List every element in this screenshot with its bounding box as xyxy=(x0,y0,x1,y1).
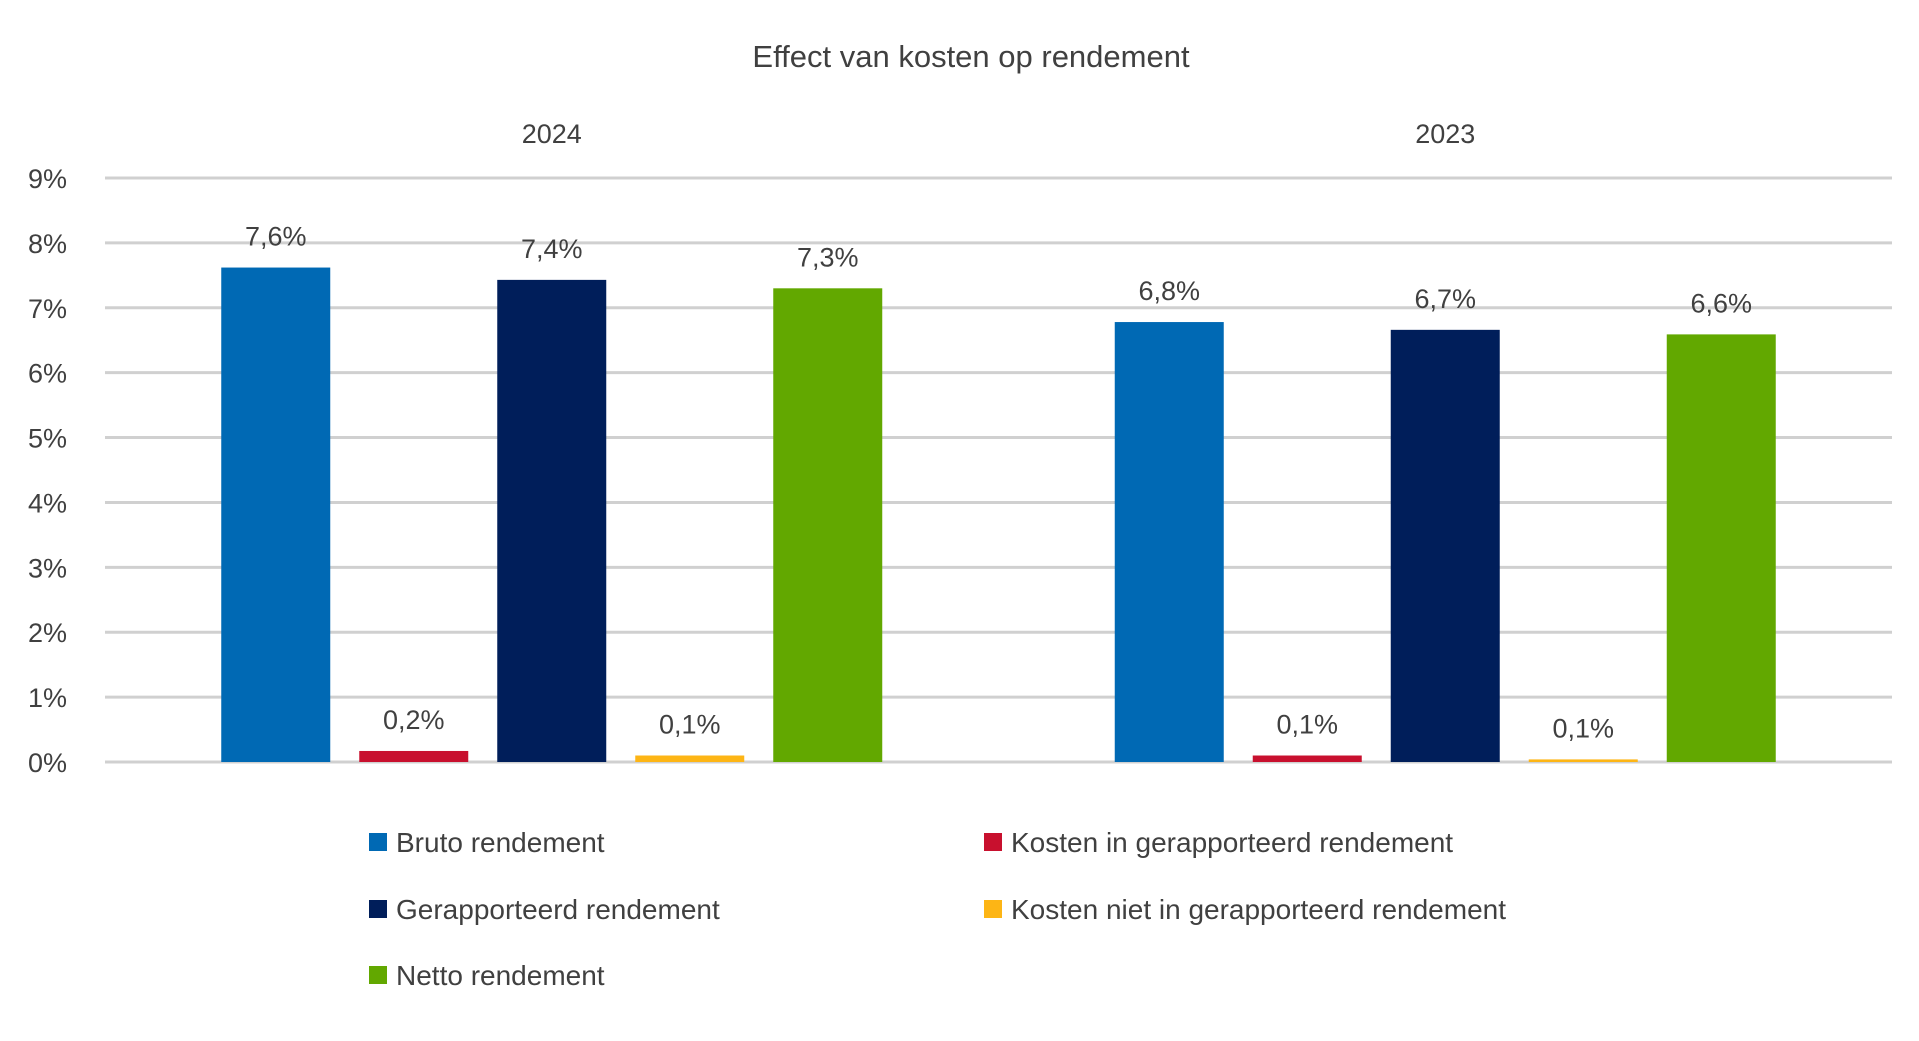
y-tick-label: 5% xyxy=(28,424,67,454)
y-tick-label: 1% xyxy=(28,683,67,713)
data-label: 0,1% xyxy=(1552,713,1614,743)
legend-label: Kosten niet in gerapporteerd rendement xyxy=(1011,894,1506,925)
data-label: 7,4% xyxy=(521,234,583,264)
data-label: 7,6% xyxy=(245,222,307,252)
y-tick-label: 8% xyxy=(28,229,67,259)
legend-label: Bruto rendement xyxy=(396,827,605,858)
bar-kosten-niet-in-gerapporteerd-rendement xyxy=(635,755,745,762)
bar-kosten-niet-in-gerapporteerd-rendement xyxy=(1528,759,1638,762)
bar-bruto-rendement xyxy=(1114,322,1224,762)
category-label: 2024 xyxy=(522,119,582,149)
legend-label: Gerapporteerd rendement xyxy=(396,894,720,925)
bar-kosten-in-gerapporteerd-rendement xyxy=(359,750,469,762)
legend-label: Netto rendement xyxy=(396,960,605,991)
y-tick-label: 3% xyxy=(28,553,67,583)
legend-swatch xyxy=(369,833,387,851)
data-label: 6,8% xyxy=(1138,276,1200,306)
bar-gerapporteerd-rendement xyxy=(1390,329,1500,762)
bar-bruto-rendement xyxy=(221,267,331,762)
y-tick-label: 7% xyxy=(28,294,67,324)
y-tick-label: 6% xyxy=(28,359,67,389)
bar-netto-rendement xyxy=(1666,334,1776,762)
chart-title: Effect van kosten op rendement xyxy=(752,39,1190,74)
data-label: 7,3% xyxy=(797,242,859,272)
data-label: 0,1% xyxy=(659,710,721,740)
data-label: 6,7% xyxy=(1414,284,1476,314)
legend-label: Kosten in gerapporteerd rendement xyxy=(1011,827,1453,858)
legend-swatch xyxy=(984,900,1002,918)
y-tick-label: 9% xyxy=(28,164,67,194)
data-label: 0,2% xyxy=(383,705,445,735)
legend-swatch xyxy=(369,900,387,918)
legend-swatch xyxy=(984,833,1002,851)
bar-gerapporteerd-rendement xyxy=(497,279,607,762)
y-tick-label: 2% xyxy=(28,618,67,648)
data-label: 0,1% xyxy=(1276,710,1338,740)
y-tick-label: 4% xyxy=(28,488,67,518)
bar-netto-rendement xyxy=(773,288,883,762)
y-tick-label: 0% xyxy=(28,748,67,778)
data-label: 6,6% xyxy=(1690,288,1752,318)
category-label: 2023 xyxy=(1415,119,1475,149)
legend-swatch xyxy=(369,966,387,984)
bar-kosten-in-gerapporteerd-rendement xyxy=(1252,755,1362,762)
